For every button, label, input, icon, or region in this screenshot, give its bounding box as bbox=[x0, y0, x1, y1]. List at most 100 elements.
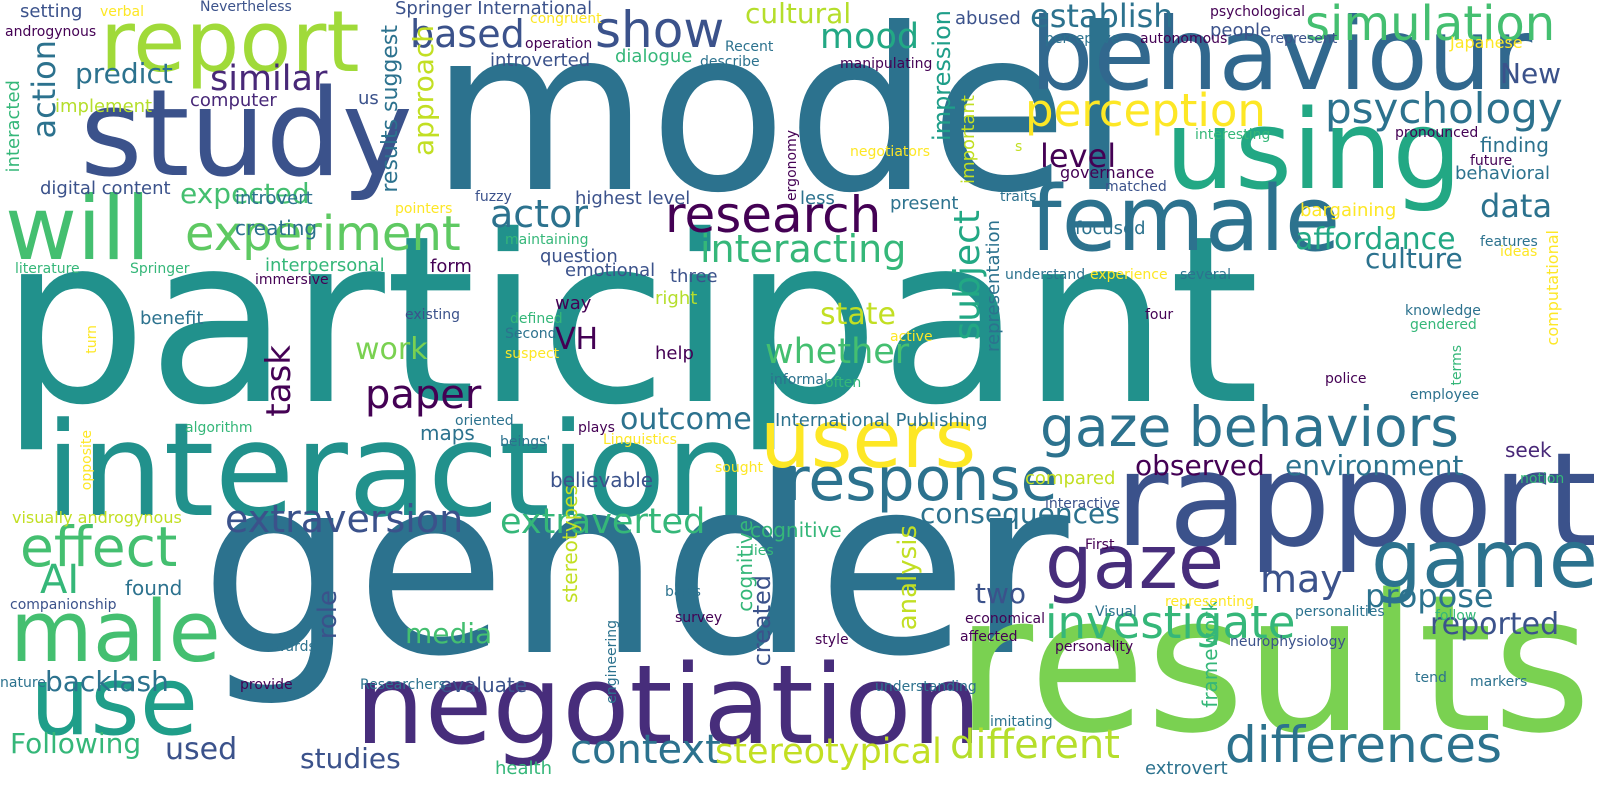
word-165: terms bbox=[1449, 345, 1465, 386]
word-50: outcome bbox=[620, 402, 752, 437]
word-99: interpersonal bbox=[265, 255, 385, 276]
word-64: two bbox=[975, 577, 1027, 610]
word-123: Japanese bbox=[1450, 33, 1523, 52]
word-135: androgynous bbox=[5, 24, 97, 40]
word-130: Recent bbox=[725, 39, 774, 55]
word-178: First bbox=[1085, 537, 1115, 553]
word-125: s bbox=[1015, 139, 1023, 155]
word-51: observed bbox=[1135, 449, 1265, 482]
word-161: often bbox=[825, 375, 862, 391]
word-76: finding bbox=[1480, 133, 1549, 157]
word-150: understand bbox=[1005, 267, 1086, 283]
word-141: negotiators bbox=[850, 144, 931, 160]
word-68: used bbox=[165, 732, 238, 767]
word-113: compared bbox=[1025, 468, 1116, 489]
word-101: digital content bbox=[40, 178, 171, 199]
word-88: believable bbox=[550, 468, 654, 492]
word-193: neurophysiology bbox=[1230, 634, 1346, 650]
word-100: introvert bbox=[235, 188, 313, 209]
word-36: extraverted bbox=[500, 502, 706, 542]
word-9: behaviour bbox=[1030, 0, 1533, 113]
word-93: matched bbox=[1105, 179, 1167, 195]
word-3: results bbox=[955, 554, 1592, 775]
word-111: implement bbox=[55, 96, 153, 117]
word-188: follow bbox=[1435, 608, 1477, 624]
word-126: verbal bbox=[100, 4, 145, 20]
word-19: response bbox=[785, 445, 1058, 515]
word-26: investigate bbox=[1045, 596, 1296, 649]
word-149: immersive bbox=[255, 272, 329, 288]
word-40: mood bbox=[820, 17, 920, 57]
word-148: Springer bbox=[130, 261, 190, 277]
word-159: active bbox=[890, 329, 933, 345]
word-8: using bbox=[1165, 86, 1463, 214]
word-5: negotiation bbox=[355, 641, 982, 769]
word-33: actor bbox=[490, 192, 588, 236]
word-199: markers bbox=[1470, 674, 1528, 690]
word-54: state bbox=[820, 297, 896, 332]
word-142: ergonomy bbox=[784, 130, 800, 201]
word-89: stereotypes bbox=[558, 485, 582, 603]
word-144: traits bbox=[1000, 189, 1037, 205]
word-192: personality bbox=[1055, 639, 1134, 655]
word-27: psychology bbox=[1325, 84, 1563, 133]
word-67: Following bbox=[10, 727, 142, 760]
word-173: beings' bbox=[500, 434, 551, 450]
word-83: maps bbox=[420, 421, 475, 445]
word-90: focused bbox=[1075, 218, 1146, 239]
word-108: dialogue bbox=[615, 46, 693, 67]
word-168: turn bbox=[84, 325, 100, 354]
word-120: visually androgynous bbox=[12, 508, 182, 527]
word-85: cognitive bbox=[733, 520, 757, 612]
word-95: representation bbox=[983, 220, 1004, 353]
word-118: Springer International bbox=[395, 0, 593, 19]
word-86: creating bbox=[235, 216, 318, 240]
word-12: users bbox=[760, 393, 977, 486]
word-102: three bbox=[670, 266, 718, 287]
word-17: game bbox=[1371, 513, 1598, 606]
word-127: Nevertheless bbox=[200, 0, 292, 15]
word-154: ideas bbox=[1500, 244, 1538, 260]
word-23: simulation bbox=[1305, 0, 1556, 52]
word-32: interacting bbox=[700, 227, 907, 271]
word-66: backlash bbox=[45, 665, 169, 698]
word-186: Visual bbox=[1095, 604, 1137, 620]
word-183: engineering bbox=[604, 620, 620, 704]
word-98: form bbox=[430, 256, 472, 277]
word-28: show bbox=[595, 1, 725, 59]
word-121: us bbox=[358, 88, 379, 109]
word-18: gaze behaviors bbox=[1040, 395, 1459, 459]
word-171: plays bbox=[578, 420, 615, 436]
word-138: interesting bbox=[1195, 127, 1271, 143]
word-35: paper bbox=[365, 372, 482, 418]
word-96: emotional bbox=[565, 260, 656, 281]
word-0: participant bbox=[0, 186, 1260, 456]
word-175: sought bbox=[715, 460, 763, 476]
word-43: may bbox=[1260, 557, 1343, 601]
word-153: features bbox=[1480, 234, 1538, 250]
word-59: level bbox=[1040, 137, 1117, 175]
word-11: female bbox=[1030, 167, 1341, 272]
word-160: informal bbox=[770, 372, 828, 388]
word-114: bargaining bbox=[1300, 200, 1397, 221]
word-20: research bbox=[665, 186, 882, 244]
word-129: operation bbox=[525, 36, 593, 52]
word-190: style bbox=[815, 632, 849, 648]
word-140: future bbox=[1470, 153, 1513, 169]
word-10: report bbox=[100, 0, 360, 92]
word-30: different bbox=[950, 722, 1120, 768]
word-155: existing bbox=[405, 307, 460, 323]
word-57: predict bbox=[75, 57, 173, 90]
word-112: introverted bbox=[490, 50, 591, 71]
word-77: behavioral bbox=[1455, 163, 1551, 184]
word-4: interaction bbox=[45, 394, 749, 546]
word-166: police bbox=[1325, 371, 1367, 387]
word-25: perception bbox=[1025, 84, 1266, 137]
word-117: setting bbox=[20, 1, 83, 22]
word-191: affected bbox=[960, 629, 1018, 645]
word-133: represent bbox=[1270, 31, 1338, 47]
word-177: interactive bbox=[1045, 496, 1121, 512]
word-29: context bbox=[570, 727, 721, 773]
word-157: Second bbox=[505, 326, 557, 342]
word-187: economical bbox=[965, 611, 1046, 627]
